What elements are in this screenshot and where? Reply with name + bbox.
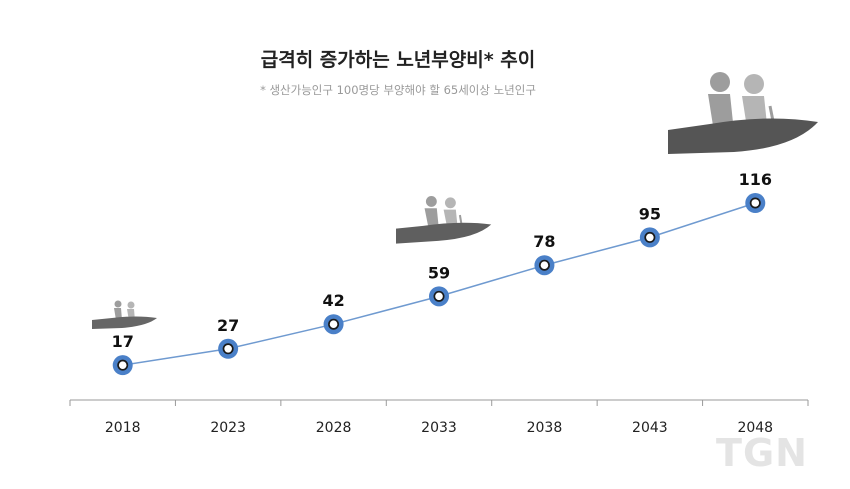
data-label-2028: 42 bbox=[322, 291, 344, 310]
x-tick-label-2038: 2038 bbox=[527, 420, 563, 436]
x-tick-label-2033: 2033 bbox=[421, 420, 457, 436]
tgn-watermark-logo: TGN bbox=[716, 431, 808, 475]
data-point-2018 bbox=[112, 355, 133, 376]
elderly-hand-icon-large bbox=[668, 72, 818, 154]
elderly-hand-icon-small bbox=[92, 300, 157, 329]
x-tick-label-2018: 2018 bbox=[105, 420, 141, 436]
data-point-2033 bbox=[429, 286, 449, 307]
x-axis-tick-labels: 2018 2023 2028 2033 2038 2043 2048 bbox=[105, 420, 773, 436]
data-label-2023: 27 bbox=[217, 316, 239, 335]
x-tick-label-2043: 2043 bbox=[632, 420, 668, 436]
data-point-2023 bbox=[218, 338, 239, 359]
x-tick-label-2028: 2028 bbox=[316, 420, 352, 436]
data-label-2033: 59 bbox=[428, 263, 450, 282]
data-point-2028 bbox=[323, 314, 344, 335]
x-tick-label-2048: 2048 bbox=[737, 420, 773, 436]
data-point-2038 bbox=[534, 255, 555, 276]
data-point-2043 bbox=[639, 227, 660, 248]
x-axis-ticks bbox=[69, 400, 809, 406]
data-label-2048: 116 bbox=[739, 170, 772, 189]
chart-subtitle: * 생산가능인구 100명당 부양해야 할 65세이상 노년인구 bbox=[260, 83, 536, 97]
data-point-2048 bbox=[745, 192, 766, 213]
data-labels: 17 27 42 59 78 95 116 bbox=[112, 170, 772, 351]
elderly-hand-icon-medium bbox=[396, 196, 492, 244]
series-markers bbox=[112, 192, 766, 376]
data-label-2043: 95 bbox=[639, 204, 661, 223]
data-label-2038: 78 bbox=[533, 232, 555, 251]
x-tick-label-2023: 2023 bbox=[210, 420, 246, 436]
data-label-2018: 17 bbox=[112, 332, 134, 351]
chart-title: 급격히 증가하는 노년부양비* 추이 bbox=[261, 49, 536, 71]
